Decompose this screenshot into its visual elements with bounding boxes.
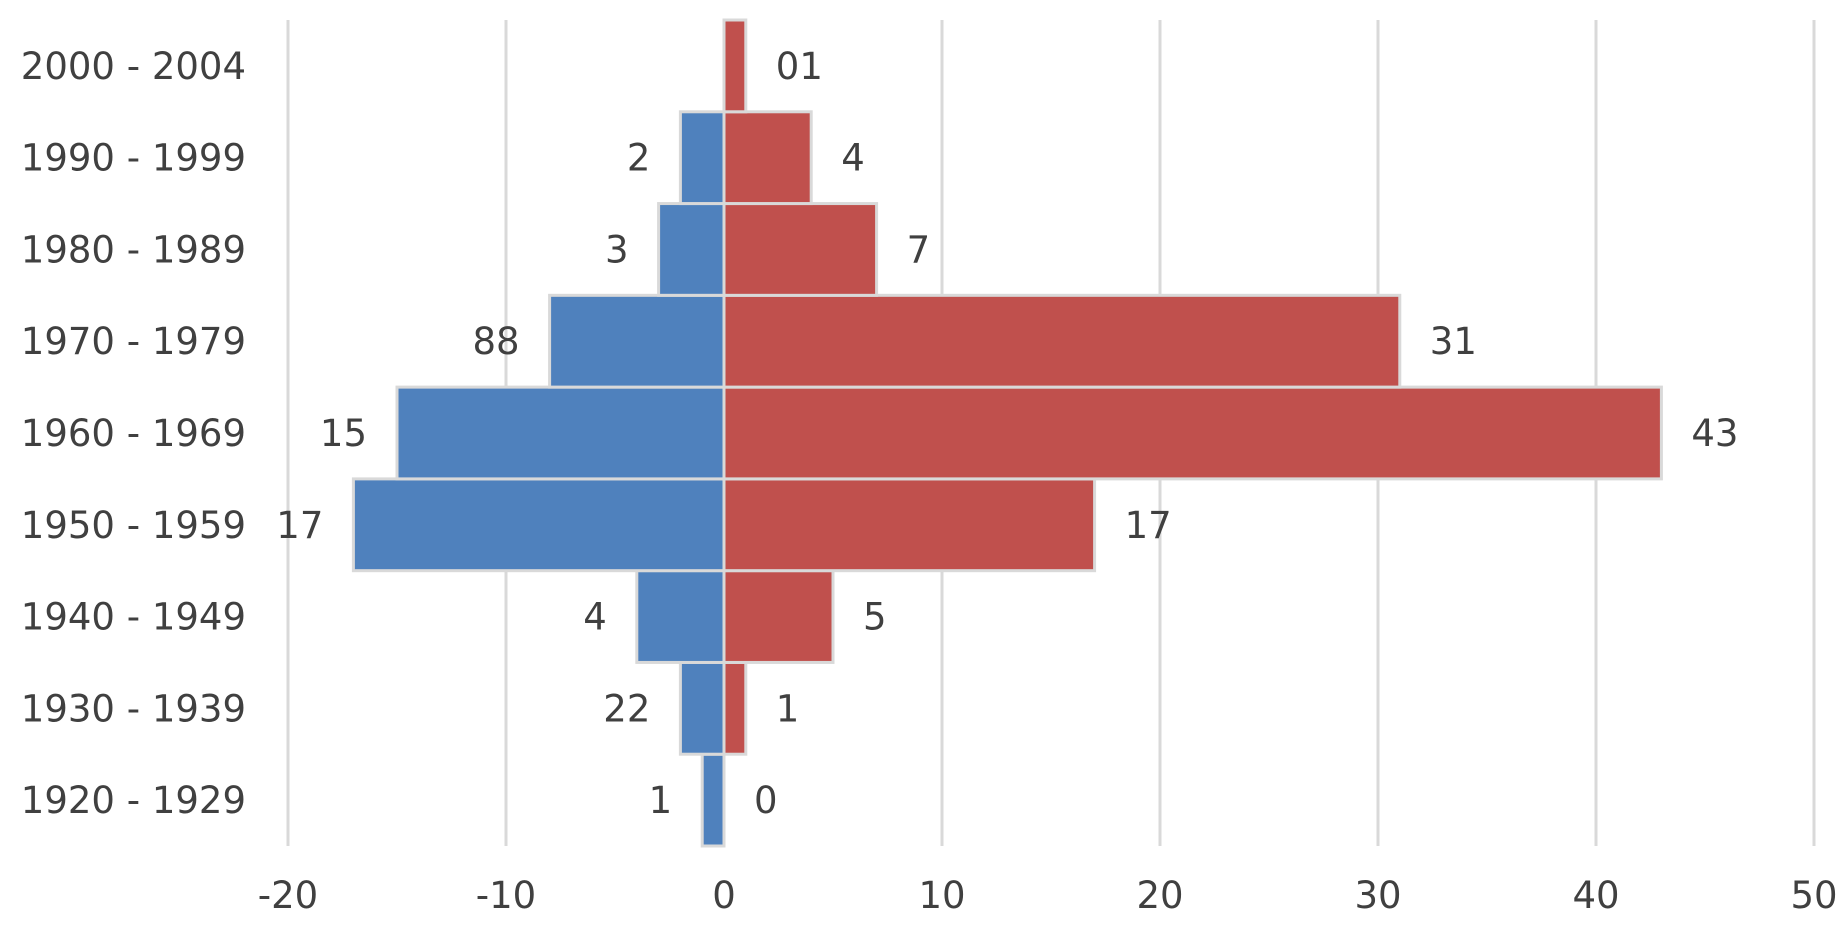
bar-right-series	[722, 660, 748, 756]
data-label: 0	[754, 779, 778, 822]
bar-right-series	[722, 385, 1663, 481]
x-axis-tick-labels: -20 -10 0 10 20 30 40 50	[258, 874, 1838, 917]
data-labels: 1 0 22 1 4 5 17 17 15 43 88 31 3 7 2 4 01	[276, 45, 1738, 822]
data-label: 01	[776, 45, 823, 88]
x-tick-label: -20	[258, 874, 318, 917]
bar-right-series	[722, 477, 1097, 573]
category-labels: 1920 - 1929 1930 - 1939 1940 - 1949 1950 - …	[21, 45, 246, 822]
data-label: 88	[473, 320, 520, 363]
x-tick-label: 30	[1354, 874, 1401, 917]
data-label: 43	[1691, 412, 1738, 455]
bar-left-series	[657, 202, 726, 297]
bar-left-series	[351, 477, 726, 573]
data-label: 17	[1125, 504, 1172, 547]
data-label: 1	[649, 779, 673, 822]
data-label: 4	[583, 596, 607, 639]
bar-left-series	[678, 110, 726, 206]
data-label: 7	[907, 228, 931, 271]
bar-left-series	[678, 660, 726, 756]
category-label: 1930 - 1939	[21, 687, 246, 730]
bar-right-series	[722, 293, 1402, 389]
category-label: 1920 - 1929	[21, 779, 246, 822]
bar-left-series	[395, 385, 726, 481]
category-label: 1940 - 1949	[21, 596, 246, 639]
bar-right-series	[722, 18, 748, 114]
category-label: 1970 - 1979	[21, 320, 246, 363]
data-label: 15	[320, 412, 367, 455]
category-label: 1990 - 1999	[21, 137, 246, 180]
category-label: 1980 - 1989	[21, 228, 246, 271]
bars	[351, 18, 1663, 848]
data-label: 3	[605, 228, 629, 271]
data-label: 4	[841, 137, 865, 180]
x-tick-label: 20	[1136, 874, 1183, 917]
bar-left-series	[548, 293, 726, 389]
bar-right-series	[722, 202, 879, 297]
data-label: 22	[603, 687, 650, 730]
x-tick-label: 10	[918, 874, 965, 917]
category-label: 2000 - 2004	[21, 45, 246, 88]
category-label: 1950 - 1959	[21, 504, 246, 547]
category-label: 1960 - 1969	[21, 412, 246, 455]
bar-left-series	[635, 569, 726, 664]
data-label: 2	[627, 137, 651, 180]
x-tick-label: 0	[712, 874, 736, 917]
data-label: 17	[276, 504, 323, 547]
bar-left-series	[700, 752, 726, 848]
bar-right-series	[722, 110, 813, 206]
data-label: 5	[863, 596, 887, 639]
x-tick-label: 50	[1790, 874, 1837, 917]
x-tick-label: -10	[476, 874, 536, 917]
data-label: 31	[1430, 320, 1477, 363]
bar-right-series	[722, 569, 835, 664]
data-label: 1	[776, 687, 800, 730]
x-tick-label: 40	[1572, 874, 1619, 917]
